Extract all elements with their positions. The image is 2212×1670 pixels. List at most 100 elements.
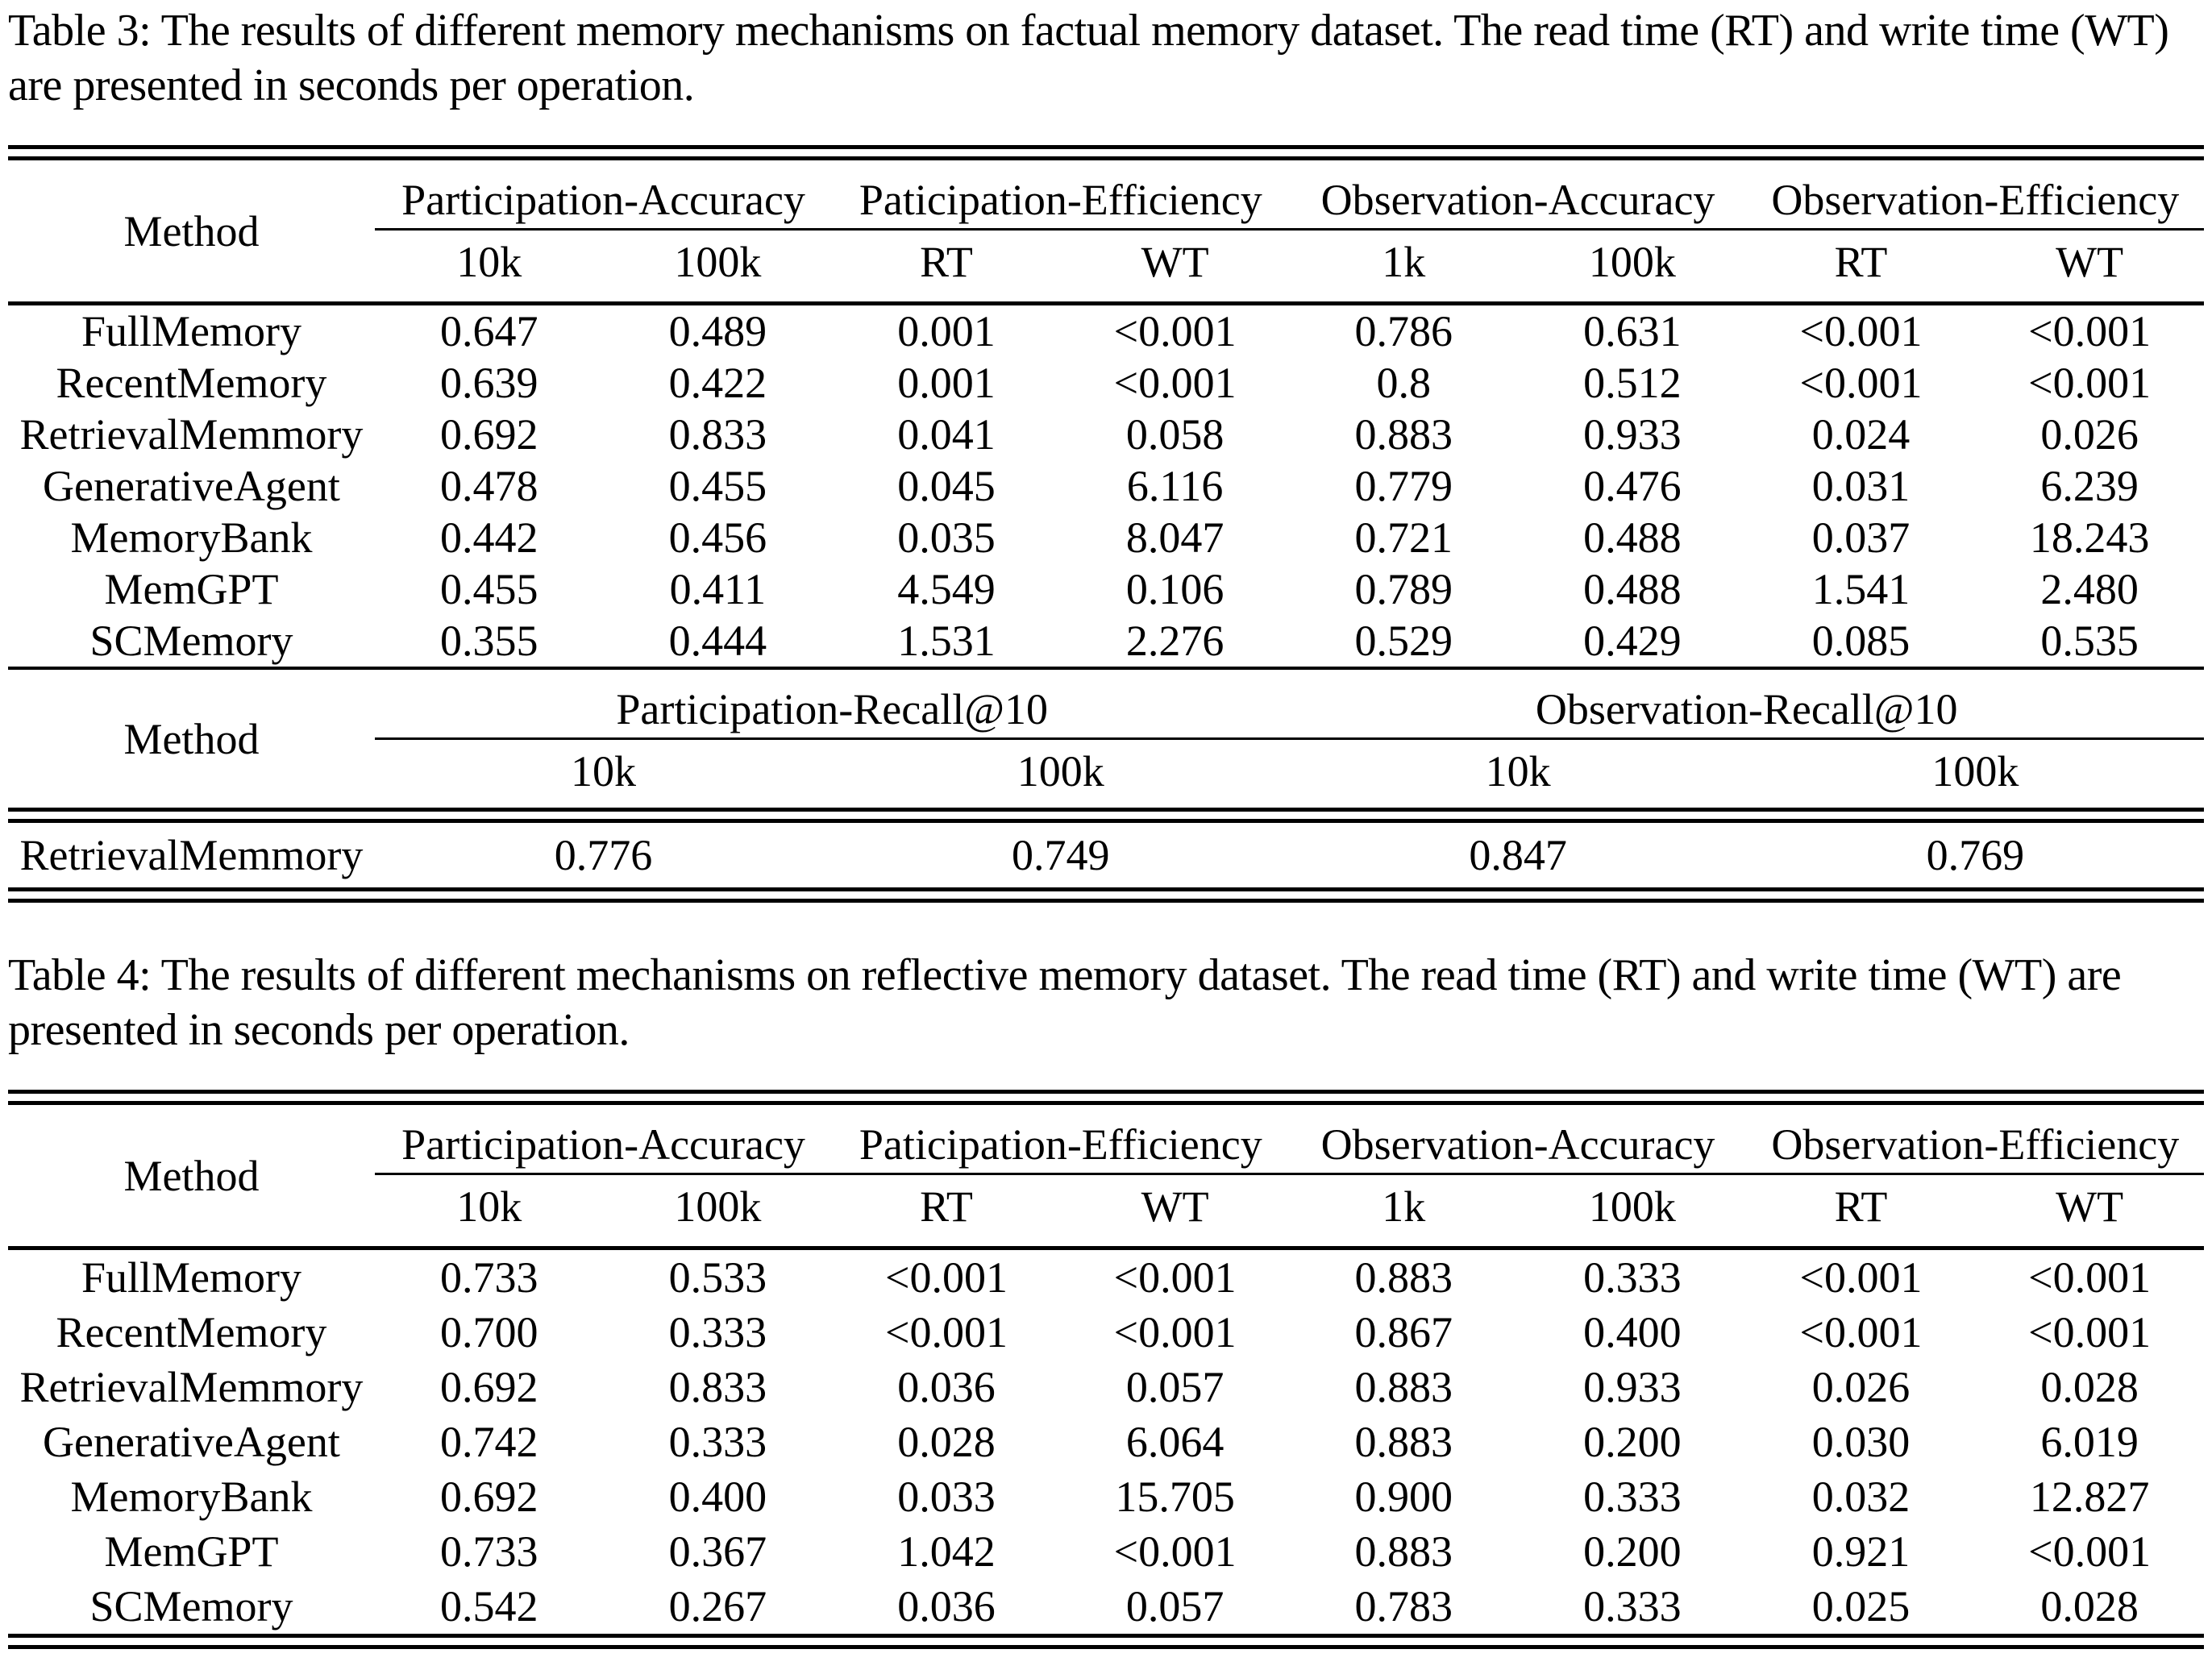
method-cell: MemoryBank xyxy=(70,1473,313,1521)
table3-recall-subheader: 10k xyxy=(571,747,637,796)
table-row: SCMemory 0.355 0.444 1.531 2.276 0.529 0.429 0.… xyxy=(8,615,2204,667)
table4-group-observation-efficiency: Observation-Efficiency xyxy=(1746,1105,2204,1175)
value-cell: 6.239 xyxy=(2040,462,2139,510)
value-cell: 0.001 xyxy=(897,359,996,407)
value-cell: 0.476 xyxy=(1583,462,1682,510)
table-row: MemGPT 0.455 0.411 4.549 0.106 0.789 0.488 1.54… xyxy=(8,563,2204,615)
table-row: RecentMemory 0.639 0.422 0.001 <0.001 0.8 0.51… xyxy=(8,357,2204,409)
table3-group-header-row: Method Participation-Accuracy Paticipati… xyxy=(8,160,2204,305)
method-cell: GenerativeAgent xyxy=(43,1418,340,1466)
value-cell: 0.026 xyxy=(1811,1363,1911,1411)
method-cell: GenerativeAgent xyxy=(43,462,340,510)
value-cell: 0.883 xyxy=(1354,1418,1453,1466)
value-cell: 0.001 xyxy=(897,307,996,355)
table3-caption: Table 3: The results of different memory… xyxy=(8,6,2169,110)
value-cell: 0.647 xyxy=(439,307,538,355)
method-cell: MemGPT xyxy=(104,1527,279,1576)
value-cell: 0.478 xyxy=(439,462,538,510)
table4-sub-header-row: 10k 100k RT WT 1k 100k RT WT xyxy=(8,1174,2204,1250)
value-cell: 0.028 xyxy=(2040,1582,2139,1631)
value-cell: 0.833 xyxy=(668,1363,767,1411)
table-row: RetrievalMemmory 0.776 0.749 0.847 0.769 xyxy=(8,823,2204,887)
value-cell: 0.200 xyxy=(1583,1418,1682,1466)
value-cell: 0.037 xyxy=(1811,513,1911,562)
value-cell: 0.400 xyxy=(1583,1308,1682,1356)
table3-subheader: 100k xyxy=(1518,229,1747,305)
value-cell: 0.422 xyxy=(668,359,767,407)
method-cell: FullMemory xyxy=(81,1253,301,1302)
value-cell: <0.001 xyxy=(1113,307,1237,355)
value-cell: <0.001 xyxy=(1799,359,1923,407)
table-row: RetrievalMemmory 0.692 0.833 0.041 0.058 0.88… xyxy=(8,409,2204,460)
table3-group-observation-accuracy: Observation-Accuracy xyxy=(1289,160,1747,231)
value-cell: 0.488 xyxy=(1583,513,1682,562)
value-cell: 0.267 xyxy=(668,1582,767,1631)
table3-top-rule xyxy=(8,145,2204,160)
value-cell: 18.243 xyxy=(2029,513,2150,562)
value-cell: <0.001 xyxy=(2028,307,2152,355)
value-cell: 0.692 xyxy=(439,410,538,459)
value-cell: 0.742 xyxy=(439,1418,538,1466)
value-cell: 0.057 xyxy=(1125,1363,1224,1411)
value-cell: <0.001 xyxy=(1113,1253,1237,1302)
value-cell: 0.333 xyxy=(1583,1582,1682,1631)
value-cell: 0.833 xyxy=(668,410,767,459)
value-cell: 0.456 xyxy=(668,513,767,562)
value-cell: 0.057 xyxy=(1125,1582,1224,1631)
table3-group-observation-efficiency: Observation-Efficiency xyxy=(1746,160,2204,231)
table4-subheader: 10k xyxy=(374,1174,604,1250)
table-row: MemGPT 0.733 0.367 1.042 <0.001 0.883 0.200 0.9… xyxy=(8,1524,2204,1579)
table3-subheader: 10k xyxy=(374,229,604,305)
method-cell: SCMemory xyxy=(89,1582,293,1631)
table4-group-header-row: Method Participation-Accuracy Paticipati… xyxy=(8,1105,2204,1250)
value-cell: 0.542 xyxy=(439,1582,538,1631)
table3-main-body: FullMemory 0.647 0.489 0.001 <0.001 0.786 0.63… xyxy=(8,304,2204,667)
value-cell: 2.276 xyxy=(1125,617,1224,665)
table3-group-observation-recall: Observation-Recall@10 xyxy=(1289,670,2204,740)
value-cell: 0.106 xyxy=(1125,565,1224,613)
method-cell: RetrievalMemmory xyxy=(19,831,364,879)
value-cell: 0.333 xyxy=(1583,1253,1682,1302)
method-cell: RetrievalMemmory xyxy=(19,410,364,459)
table-row: RetrievalMemmory 0.692 0.833 0.036 0.057 0.88… xyxy=(8,1360,2204,1415)
table3-sub-header-row: 10k 100k RT WT 1k 100k RT WT xyxy=(8,229,2204,305)
table-row: GenerativeAgent 0.742 0.333 0.028 6.064 0.883… xyxy=(8,1415,2204,1469)
method-cell: RecentMemory xyxy=(56,1308,327,1356)
value-cell: <0.001 xyxy=(2028,1308,2152,1356)
value-cell: 0.921 xyxy=(1811,1527,1911,1576)
value-cell: 0.769 xyxy=(1926,831,2025,879)
table3-subheader: 100k xyxy=(603,229,833,305)
table4-group-observation-accuracy: Observation-Accuracy xyxy=(1289,1105,1747,1175)
value-cell: 0.041 xyxy=(897,410,996,459)
method-cell: FullMemory xyxy=(81,307,301,355)
value-cell: 0.031 xyxy=(1811,462,1911,510)
table4-subheader: 1k xyxy=(1289,1174,1519,1250)
value-cell: 0.058 xyxy=(1125,410,1224,459)
value-cell: 0.535 xyxy=(2040,617,2139,665)
value-cell: 0.8 xyxy=(1376,359,1431,407)
value-cell: 0.026 xyxy=(2040,410,2139,459)
value-cell: 0.333 xyxy=(1583,1473,1682,1521)
table4-top-rule xyxy=(8,1090,2204,1105)
method-cell: MemoryBank xyxy=(70,513,313,562)
value-cell: 0.488 xyxy=(1583,565,1682,613)
table4-main: Method Participation-Accuracy Paticipati… xyxy=(8,1105,2204,1634)
value-cell: 4.549 xyxy=(897,565,996,613)
value-cell: 0.779 xyxy=(1354,462,1453,510)
value-cell: 0.045 xyxy=(897,462,996,510)
value-cell: 0.639 xyxy=(439,359,538,407)
table3-subheader: 1k xyxy=(1289,229,1519,305)
value-cell: 0.444 xyxy=(668,617,767,665)
value-cell: 0.786 xyxy=(1354,307,1453,355)
value-cell: 6.064 xyxy=(1125,1418,1224,1466)
value-cell: <0.001 xyxy=(885,1253,1008,1302)
value-cell: 0.085 xyxy=(1811,617,1911,665)
table4-bottom-rule xyxy=(8,1634,2204,1649)
value-cell: 8.047 xyxy=(1125,513,1224,562)
value-cell: 0.847 xyxy=(1469,831,1567,879)
table3-subheader: RT xyxy=(832,229,1061,305)
value-cell: 2.480 xyxy=(2040,565,2139,613)
table3-subheader: WT xyxy=(1060,229,1290,305)
table3-section-divider-rule xyxy=(8,667,2204,670)
value-cell: 0.200 xyxy=(1583,1527,1682,1576)
